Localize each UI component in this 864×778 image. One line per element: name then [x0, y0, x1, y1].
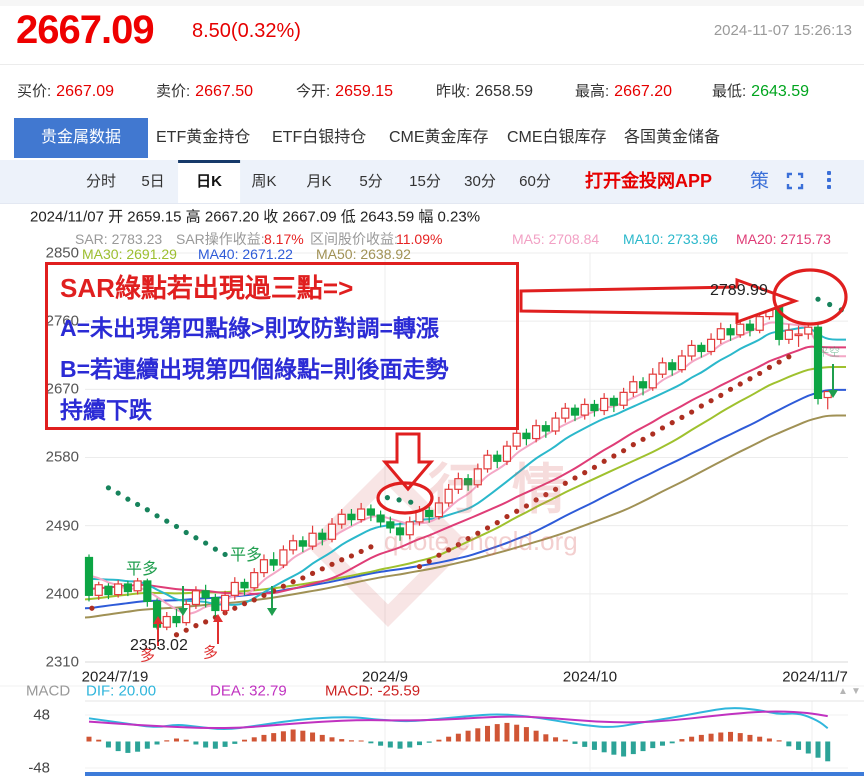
- header-divider: [0, 64, 864, 65]
- ask-value: 2667.50: [195, 83, 254, 100]
- quote-timestamp: 2024-11-07 15:26:13: [713, 22, 852, 39]
- period-tab-2[interactable]: 日K: [178, 160, 240, 203]
- nav-tab-4[interactable]: CME白银库存: [507, 129, 607, 146]
- period-tab-4[interactable]: 月K: [306, 173, 332, 190]
- period-tab-5[interactable]: 5分: [359, 173, 383, 190]
- period-tab-1[interactable]: 5日: [141, 173, 165, 190]
- annotation-line-2: A=未出現第四點綠>則攻防對調=轉漲: [60, 315, 439, 341]
- low-value: 2643.59: [751, 83, 810, 100]
- data-nav-tabs: 贵金属数据 ETF黄金持仓 ETF白银持仓 CME黄金库存 CME白银库存 各国黄金储备: [0, 118, 864, 158]
- open-label: 今开:: [296, 83, 331, 100]
- quote-open: 今开: 2659.15: [296, 80, 393, 101]
- nav-tab-1[interactable]: ETF黄金持仓: [156, 129, 251, 146]
- annotation-line-1: SAR綠點若出現過三點=>: [60, 273, 354, 303]
- quote-prev-close: 昨收: 2658.59: [436, 80, 533, 101]
- low-label: 最低:: [712, 83, 747, 100]
- price-change: 8.50(0.32%): [192, 20, 301, 42]
- period-tab-8[interactable]: 60分: [519, 173, 551, 190]
- open-value: 2659.15: [335, 83, 394, 100]
- high-label: 最高:: [575, 83, 610, 100]
- period-tab-0[interactable]: 分时: [85, 173, 117, 190]
- top-strip: [0, 0, 864, 6]
- open-app-link[interactable]: 打开金投网APP: [585, 171, 713, 191]
- bid-value: 2667.09: [56, 83, 115, 100]
- nav-tab-0[interactable]: 贵金属数据: [14, 118, 148, 158]
- nav-tab-2[interactable]: ETF白银持仓: [272, 129, 367, 146]
- current-price: 2667.09: [16, 8, 155, 52]
- annotation-line-3: B=若連續出現第四個綠點=則後面走勢: [60, 356, 449, 382]
- prev-close-label: 昨收:: [436, 83, 471, 100]
- sar-annotation-box: SAR綠點若出現過三點=> A=未出現第四點綠>則攻防對調=轉漲 B=若連續出現…: [45, 262, 519, 430]
- fullscreen-icon[interactable]: [786, 172, 804, 195]
- quote-high: 最高: 2667.20: [575, 80, 672, 101]
- strategy-button[interactable]: 策: [750, 171, 770, 192]
- period-tab-3[interactable]: 周K: [251, 173, 277, 190]
- quote-low: 最低: 2643.59: [712, 80, 809, 101]
- bid-label: 买价:: [17, 83, 52, 100]
- nav-tab-3[interactable]: CME黄金库存: [389, 129, 489, 146]
- annotation-line-4: 持續下跌: [60, 397, 152, 423]
- quote-ask: 卖价: 2667.50: [156, 80, 253, 101]
- ask-label: 卖价:: [156, 83, 191, 100]
- nav-tab-5[interactable]: 各国黄金储备: [624, 129, 721, 146]
- more-options-icon[interactable]: [827, 171, 831, 189]
- high-value: 2667.20: [614, 83, 673, 100]
- period-tab-bar: 打开金投网APP 策 分时 5日 日K 周K 月K 5分 15分 30分 60分: [0, 160, 864, 204]
- period-tab-7[interactable]: 30分: [464, 173, 496, 190]
- chart-scrollbar: [85, 772, 864, 776]
- prev-close-value: 2658.59: [475, 83, 534, 100]
- period-tab-6[interactable]: 15分: [409, 173, 441, 190]
- quote-bid: 买价: 2667.09: [17, 80, 114, 101]
